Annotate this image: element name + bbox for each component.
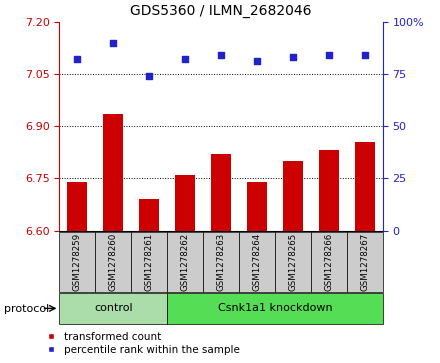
Bar	[283, 161, 303, 231]
Point	[361, 52, 368, 58]
Bar	[95, 232, 131, 292]
Text: GSM1278261: GSM1278261	[145, 233, 154, 291]
Point	[146, 73, 153, 79]
Text: GSM1278264: GSM1278264	[253, 233, 261, 291]
Point	[290, 54, 297, 60]
Point	[326, 52, 333, 58]
Point	[253, 58, 260, 64]
Bar	[311, 232, 347, 292]
Bar	[131, 232, 167, 292]
Bar	[347, 232, 383, 292]
Bar	[319, 151, 339, 231]
Bar	[59, 232, 95, 292]
Bar	[103, 114, 123, 231]
Bar	[239, 232, 275, 292]
Bar	[167, 293, 383, 324]
Point	[110, 40, 117, 46]
Bar	[139, 199, 159, 231]
Text: GSM1278259: GSM1278259	[73, 233, 82, 291]
Bar	[275, 232, 311, 292]
Text: GSM1278266: GSM1278266	[324, 233, 334, 291]
Text: GSM1278262: GSM1278262	[181, 233, 190, 291]
Bar	[167, 232, 203, 292]
Bar	[211, 154, 231, 231]
Point	[218, 52, 225, 58]
Bar	[175, 175, 195, 231]
Bar	[67, 182, 87, 231]
Text: GSM1278260: GSM1278260	[109, 233, 118, 291]
Bar	[59, 293, 167, 324]
Text: GSM1278263: GSM1278263	[216, 233, 226, 291]
Legend: transformed count, percentile rank within the sample: transformed count, percentile rank withi…	[40, 332, 240, 355]
Bar	[247, 182, 267, 231]
Text: protocol: protocol	[4, 304, 50, 314]
Text: control: control	[94, 303, 132, 313]
Title: GDS5360 / ILMN_2682046: GDS5360 / ILMN_2682046	[130, 4, 312, 18]
Bar	[355, 142, 375, 231]
Text: Csnk1a1 knockdown: Csnk1a1 knockdown	[218, 303, 332, 313]
Point	[182, 56, 189, 62]
Point	[74, 56, 81, 62]
Bar	[203, 232, 239, 292]
Text: GSM1278267: GSM1278267	[360, 233, 369, 291]
Text: GSM1278265: GSM1278265	[289, 233, 297, 291]
